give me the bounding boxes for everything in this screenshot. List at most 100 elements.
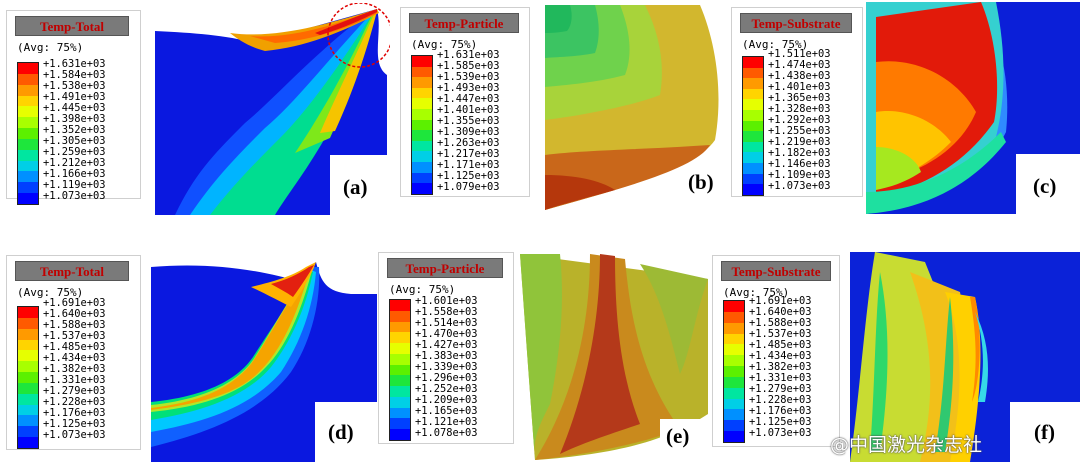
panel-label: (b) [688, 170, 714, 194]
colorbar-segment [18, 128, 38, 139]
colorbar-segment [724, 376, 744, 388]
colorbar-segment [724, 366, 744, 377]
colorbar-segment [390, 310, 410, 322]
colorbar-segment [18, 393, 38, 405]
legend-value: +1.171e+03 [437, 159, 500, 171]
legend-colorbar [411, 55, 433, 195]
colorbar-segment [390, 418, 410, 430]
legend-colorbar [17, 306, 39, 449]
legend-value: +1.279e+03 [749, 383, 812, 395]
legend-value: +1.073e+03 [768, 180, 831, 192]
legend-value: +1.474e+03 [768, 59, 831, 71]
legend-value: +1.219e+03 [768, 136, 831, 148]
colorbar-segment [18, 171, 38, 183]
colorbar-segment [412, 172, 432, 184]
legend-value: +1.209e+03 [415, 394, 478, 406]
legend-value: +1.511e+03 [768, 48, 831, 60]
legend-value: +1.493e+03 [437, 82, 500, 94]
legend-title: Temp-Particle [409, 13, 519, 33]
legend-value: +1.328e+03 [768, 103, 831, 115]
colorbar-segment [18, 437, 38, 448]
legend-value: +1.212e+03 [43, 157, 106, 169]
legend-value: +1.279e+03 [43, 385, 106, 397]
legend-value: +1.584e+03 [43, 69, 106, 81]
colorbar-segment [18, 404, 38, 416]
panel-label: (a) [343, 175, 368, 199]
colorbar-segment [743, 163, 763, 174]
colorbar-segment [743, 99, 763, 111]
colorbar-segment [18, 317, 38, 329]
temperature-contour-plot [866, 2, 1080, 214]
colorbar-segment [724, 344, 744, 356]
legend-avg: (Avg: 75%) [389, 283, 456, 296]
colorbar-segment [18, 106, 38, 118]
legend-value: +1.398e+03 [43, 113, 106, 125]
legend-value: +1.228e+03 [749, 394, 812, 406]
legend-value: +1.125e+03 [43, 418, 106, 430]
legend-value: +1.588e+03 [749, 317, 812, 329]
legend-value: +1.309e+03 [437, 126, 500, 138]
colorbar-segment [390, 429, 410, 440]
colorbar-segment [724, 311, 744, 323]
legend-value: +1.165e+03 [415, 405, 478, 417]
contour-panel-d: (d) [151, 262, 377, 462]
legend-value: +1.305e+03 [43, 135, 106, 147]
colorbar-segment [390, 300, 410, 311]
legend-value: +1.292e+03 [768, 114, 831, 126]
colorbar-segment [743, 57, 763, 68]
legend-value: +1.296e+03 [415, 372, 478, 384]
colorbar-segment [743, 184, 763, 195]
legend-value: +1.073e+03 [749, 427, 812, 439]
legend-value: +1.182e+03 [768, 147, 831, 159]
legend-value: +1.382e+03 [749, 361, 812, 373]
legend-value: +1.355e+03 [437, 115, 500, 127]
colorbar-segment [743, 152, 763, 164]
legend-value: +1.485e+03 [43, 341, 106, 353]
colorbar-segment [390, 332, 410, 344]
legend-title: Temp-Substrate [740, 13, 852, 33]
colorbar-segment [724, 322, 744, 334]
watermark: @中国激光杂志社 [830, 434, 983, 456]
legend-value: +1.228e+03 [43, 396, 106, 408]
colorbar-segment [18, 382, 38, 394]
colorbar-segment [412, 109, 432, 120]
colorbar-segment [18, 149, 38, 161]
legend-title: Temp-Total [15, 16, 129, 36]
legend-value: +1.470e+03 [415, 328, 478, 340]
legend-value: +1.176e+03 [43, 407, 106, 419]
legend-colorbar [742, 56, 764, 196]
legend-value: +1.176e+03 [749, 405, 812, 417]
colorbar-segment [412, 130, 432, 141]
legend-value: +1.447e+03 [437, 93, 500, 105]
temperature-contour-plot [850, 252, 1080, 462]
legend-value: +1.514e+03 [415, 317, 478, 329]
legend-value: +1.631e+03 [43, 58, 106, 70]
legend-value: +1.491e+03 [43, 91, 106, 103]
colorbar-segment [18, 84, 38, 96]
colorbar-segment [743, 67, 763, 79]
legend-value: +1.434e+03 [749, 350, 812, 362]
legend-value: +1.125e+03 [437, 170, 500, 182]
legend-value: +1.691e+03 [43, 297, 106, 309]
legend-a: Temp-Total (Avg: 75%) +1.631e+03 +1.584e… [6, 10, 141, 205]
temperature-contour-plot [520, 254, 708, 460]
legend-value: +1.119e+03 [43, 179, 106, 191]
legend-value: +1.588e+03 [43, 319, 106, 331]
legend-colorbar [389, 299, 411, 441]
legend-e: Temp-Particle (Avg: 75%) +1.601e+03 +1.5… [378, 252, 514, 444]
legend-d: Temp-Total (Avg: 75%) +1.691e+03 +1.640e… [6, 255, 141, 450]
colorbar-segment [18, 73, 38, 85]
colorbar-segment [412, 162, 432, 173]
colorbar-segment [724, 387, 744, 399]
colorbar-segment [724, 333, 744, 345]
legend-value: +1.485e+03 [749, 339, 812, 351]
colorbar-segment [18, 372, 38, 383]
legend-value: +1.537e+03 [43, 330, 106, 342]
contour-panel-e: (e) [520, 254, 708, 460]
colorbar-segment [390, 375, 410, 387]
highlight-circle [327, 3, 390, 68]
legend-value: +1.331e+03 [749, 372, 812, 384]
legend-value: +1.263e+03 [437, 137, 500, 149]
legend-value: +1.401e+03 [768, 81, 831, 93]
legend-value: +1.382e+03 [43, 363, 106, 375]
